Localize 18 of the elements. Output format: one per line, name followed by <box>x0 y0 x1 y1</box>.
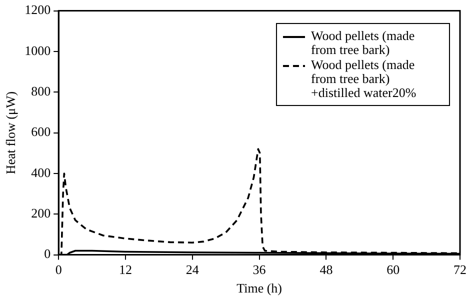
legend-label: Wood pellets (made from tree bark) +distilled water20% <box>311 56 418 100</box>
y-axis-title: Heat flow (μW) <box>3 91 18 174</box>
x-tick-label: 0 <box>55 262 62 278</box>
y-tick-label: 200 <box>31 206 51 221</box>
y-tick-label: 600 <box>31 124 51 140</box>
x-axis-title: Time (h) <box>236 280 282 296</box>
legend-label: Wood pellets (made from tree bark) <box>311 28 416 57</box>
y-tick-label: 1200 <box>24 2 51 18</box>
x-tick-label: 60 <box>386 262 400 278</box>
x-tick-label: 72 <box>454 262 466 278</box>
y-tick-label: 400 <box>31 164 51 180</box>
y-tick-label: 1000 <box>24 42 51 58</box>
x-tick-label: 24 <box>186 262 200 278</box>
x-tick-label: 48 <box>320 262 333 278</box>
y-tick-label: 0 <box>44 246 51 262</box>
x-tick-label: 12 <box>119 262 132 278</box>
y-tick-label: 800 <box>31 84 51 99</box>
x-tick-label: 36 <box>252 262 266 278</box>
